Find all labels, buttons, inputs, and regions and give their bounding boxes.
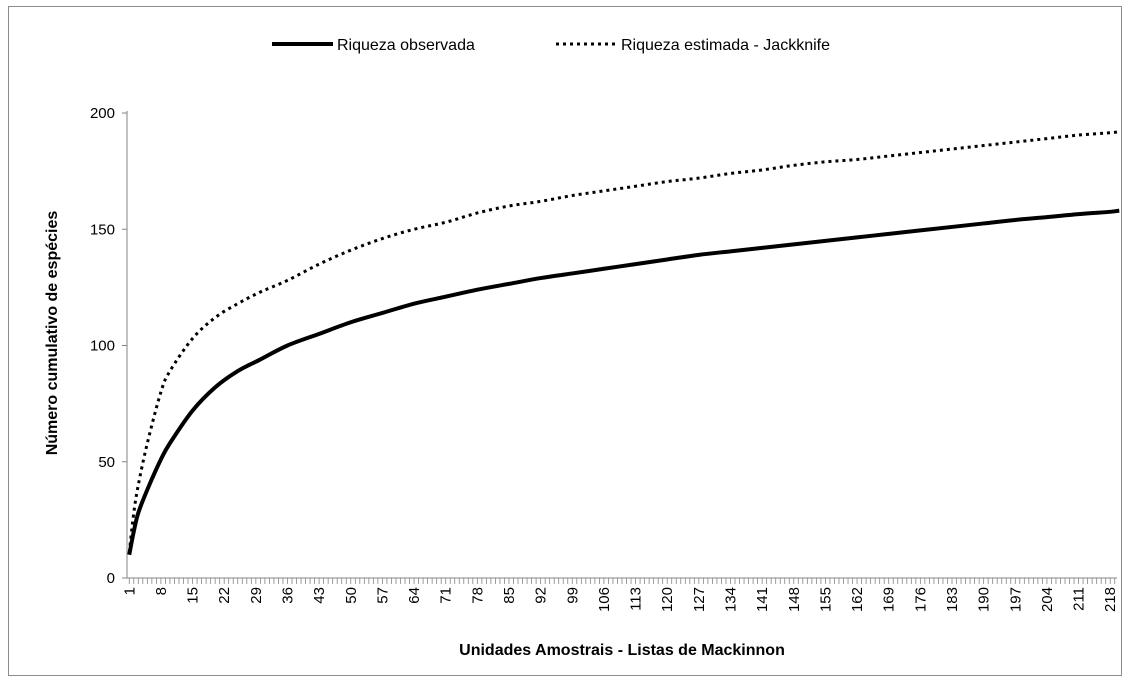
x-tick-label: 204 <box>1039 587 1056 612</box>
y-tick-label: 50 <box>98 454 115 471</box>
y-tick-label: 0 <box>107 570 115 587</box>
x-tick-label: 155 <box>817 587 834 612</box>
x-tick-label: 43 <box>311 587 328 604</box>
x-tick-label: 190 <box>976 587 993 612</box>
x-tick-label: 113 <box>628 587 645 611</box>
x-tick-label: 218 <box>1102 587 1119 612</box>
x-tick-label: 78 <box>469 587 486 604</box>
x-axis-title: Unidades Amostrais - Listas de Mackinnon <box>459 642 785 659</box>
x-tick-label: 106 <box>596 587 613 612</box>
axes: 0 50 100 150 200 1 8 15 22 29 36 43 50 57 64 71 78 85 92 99… <box>90 105 1119 612</box>
x-tick-label: 1 <box>121 587 138 595</box>
x-tick-label: 211 <box>1071 587 1088 611</box>
x-tick-label: 176 <box>912 587 929 612</box>
x-tick-label: 64 <box>406 587 423 604</box>
y-tick-label: 150 <box>90 221 115 238</box>
y-tick-label: 100 <box>90 338 115 355</box>
x-tick-label: 141 <box>754 587 771 612</box>
x-tick-label: 15 <box>185 587 202 604</box>
legend-label-jackknife: Riqueza estimada - Jackknife <box>621 37 830 54</box>
x-tick-label: 8 <box>153 587 170 595</box>
series-layer <box>127 130 1120 556</box>
y-tick-label: 200 <box>90 105 115 122</box>
x-tick-label: 22 <box>216 587 233 604</box>
x-tick-label: 50 <box>343 587 360 604</box>
series-line-observada <box>127 208 1120 556</box>
x-tick-label: 36 <box>279 587 296 604</box>
series-line-jackknife <box>127 130 1120 553</box>
x-tick-label: 169 <box>881 587 898 612</box>
x-tick-label: 29 <box>248 587 265 604</box>
x-tick-label: 92 <box>533 587 550 604</box>
legend-label-observada: Riqueza observada <box>337 37 475 54</box>
legend: Riqueza observada Riqueza estimada - Jac… <box>272 37 830 54</box>
x-tick-label: 71 <box>438 587 455 604</box>
chart-frame <box>8 6 1122 676</box>
x-tick-label: 134 <box>722 587 739 612</box>
x-tick-label: 183 <box>944 587 961 612</box>
x-tick-label: 162 <box>849 587 866 612</box>
x-tick-label: 127 <box>691 587 708 612</box>
x-tick-label: 148 <box>786 587 803 612</box>
x-tick-label: 197 <box>1007 587 1024 612</box>
y-axis-title: Número cumulativo de espécies <box>44 211 61 456</box>
x-tick-label: 99 <box>564 587 581 604</box>
x-tick-label: 85 <box>501 587 518 604</box>
x-tick-label: 120 <box>659 587 676 612</box>
x-tick-label: 57 <box>374 587 391 604</box>
